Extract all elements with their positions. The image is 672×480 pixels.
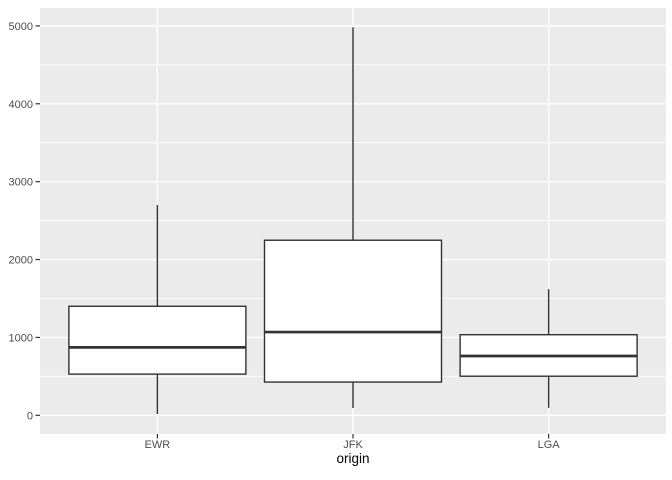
y-tick-label-3000: 3000 — [9, 177, 33, 189]
y-tick-label-0: 0 — [27, 410, 33, 422]
y-tick-label-5000: 5000 — [9, 21, 33, 33]
x-tick-label-jfk: JFK — [343, 439, 363, 451]
y-tick-label-4000: 4000 — [9, 99, 33, 111]
box-ewr — [68, 305, 247, 375]
y-tick-label-1000: 1000 — [9, 332, 33, 344]
box-jfk — [263, 239, 443, 383]
x-tick-label-ewr: EWR — [145, 439, 171, 451]
x-tick-label-lga: LGA — [538, 439, 561, 451]
y-tick-label-2000: 2000 — [9, 255, 33, 267]
x-axis-title: origin — [336, 451, 370, 466]
